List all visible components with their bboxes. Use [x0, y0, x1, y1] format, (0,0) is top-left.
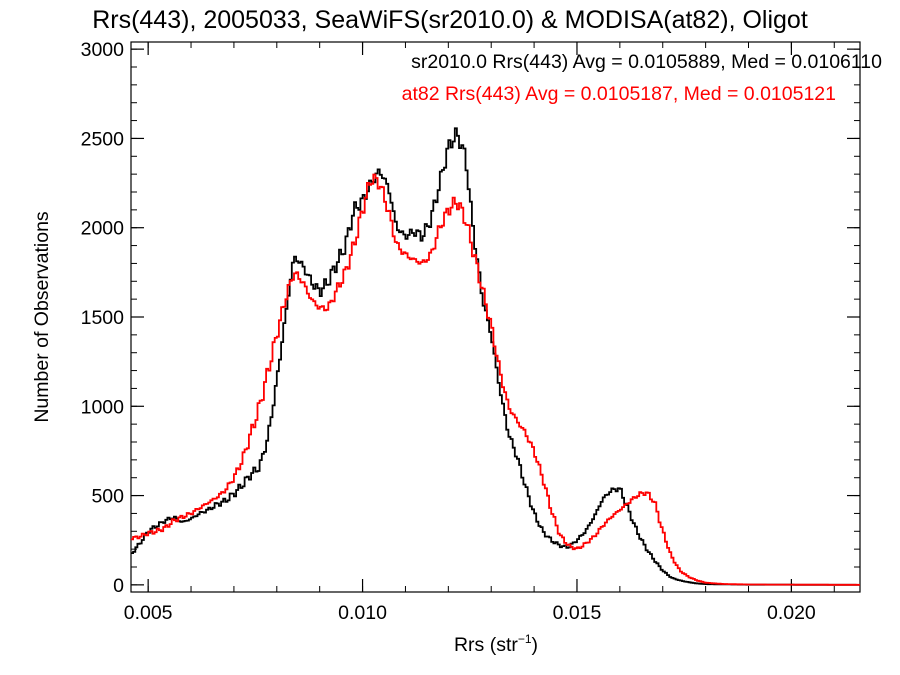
x-tick-label: 0.020: [767, 602, 816, 624]
x-tick-labels: 0.005 0.010 0.015 0.020: [124, 602, 816, 624]
x-axis-label-main: Rrs (str: [454, 634, 518, 656]
legend-entry-0: sr2010.0 Rrs(443) Avg = 0.0105889, Med =…: [411, 51, 882, 73]
y-tick-label: 1000: [81, 396, 125, 418]
series-line-0: [131, 127, 860, 586]
legend-entry-1: at82 Rrs(443) Avg = 0.0105187, Med = 0.0…: [402, 83, 836, 105]
x-axis-label: Rrs (str−1): [454, 632, 538, 656]
x-axis-label-close: ): [532, 634, 539, 656]
x-axis-label-sup: −1: [518, 632, 532, 646]
y-tick-label: 2500: [81, 128, 125, 150]
series-line-1: [131, 173, 860, 586]
y-axis-label: Number of Observations: [31, 211, 53, 423]
axis-ticks: [131, 42, 860, 592]
y-tick-label: 500: [91, 486, 124, 508]
series-lines: [131, 127, 860, 586]
y-tick-label: 3000: [81, 39, 125, 61]
y-tick-label: 2000: [81, 218, 125, 240]
y-tick-label: 0: [113, 575, 124, 597]
x-tick-label: 0.005: [124, 602, 173, 624]
plot-frame: [130, 41, 861, 593]
chart-title: Rrs(443), 2005033, SeaWiFS(sr2010.0) & M…: [92, 6, 808, 34]
x-tick-label: 0.010: [338, 602, 387, 624]
y-tick-labels: 0 500 1000 1500 2000 2500 3000: [81, 39, 125, 597]
x-tick-label: 0.015: [553, 602, 602, 624]
y-tick-label: 1500: [81, 307, 125, 329]
